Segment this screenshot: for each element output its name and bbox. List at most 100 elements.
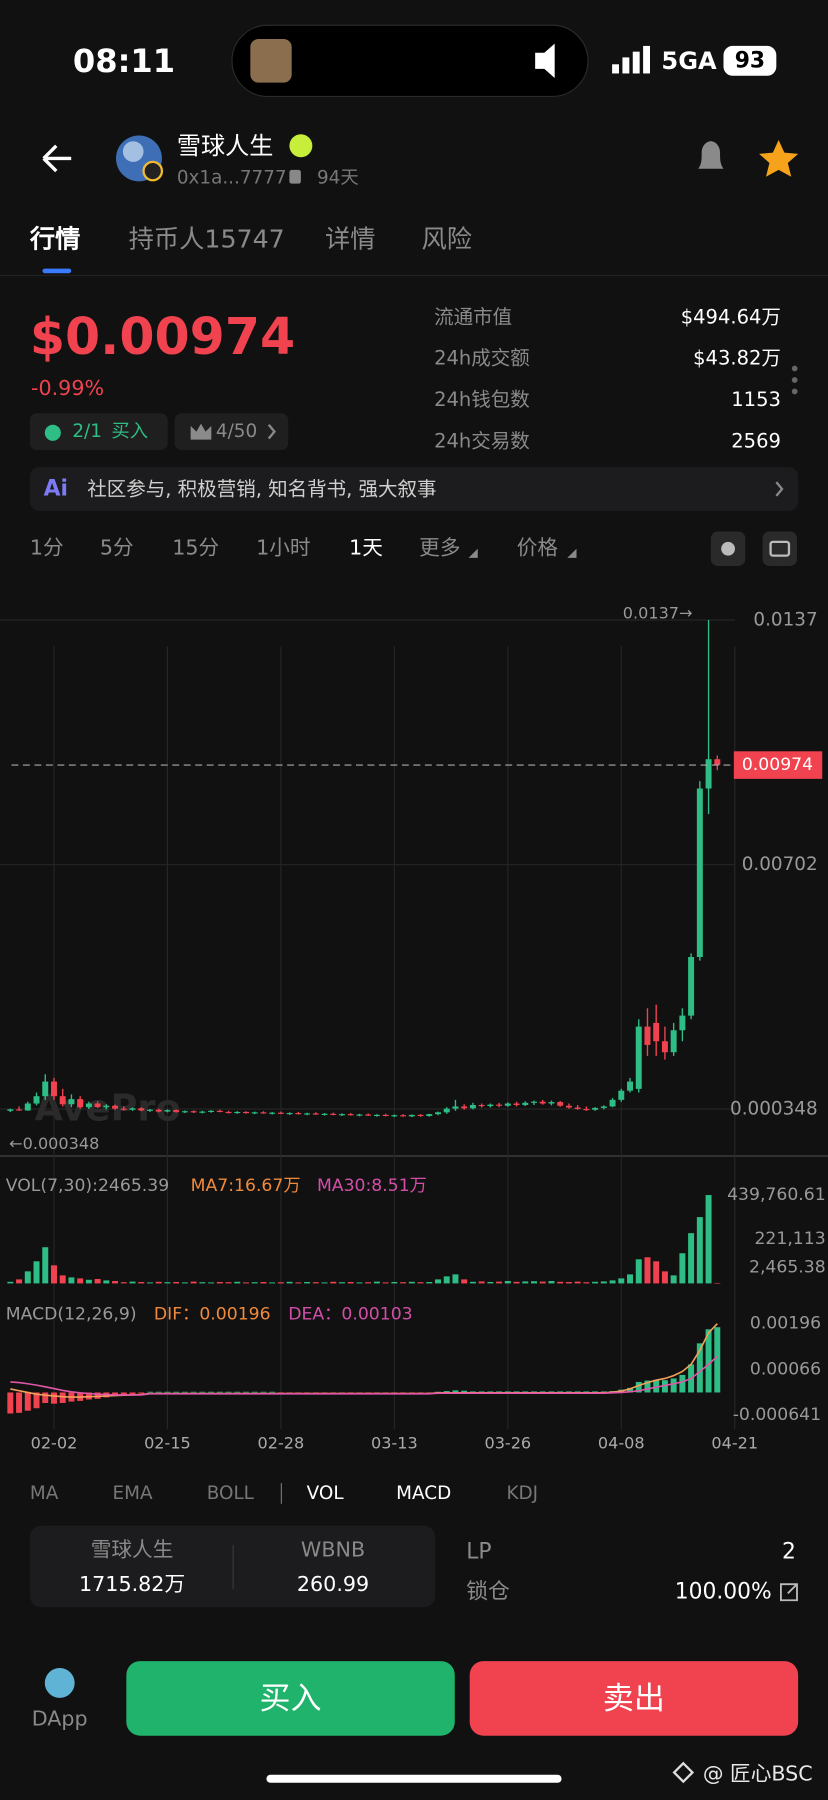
interval-more[interactable]: 更多 (419, 536, 460, 560)
macd-tick-label: -0.000641 (733, 1405, 821, 1425)
candle-body (565, 1105, 572, 1108)
candle-body (199, 1111, 206, 1113)
interval[interactable]: 1小时 (256, 536, 310, 560)
tab[interactable]: 行情 (29, 224, 81, 253)
volume-bar (574, 1281, 581, 1284)
tool-icon (721, 541, 735, 556)
candle-body (181, 1111, 188, 1113)
indicator-tab[interactable]: KDJ (506, 1483, 538, 1504)
x-tick-label: 02-02 (31, 1433, 78, 1452)
y-tick-label: 0.00702 (742, 854, 818, 875)
volume-bar (679, 1253, 686, 1284)
interval-active[interactable]: 1天 (349, 536, 383, 560)
candle-body (592, 1107, 599, 1110)
chart-settings[interactable] (762, 531, 797, 566)
island-thumbnail (250, 39, 292, 83)
buy-ratio: 2/1 (72, 421, 102, 442)
interval[interactable]: 1分 (30, 536, 64, 560)
token-address[interactable]: 0x1a...7777 (177, 167, 287, 188)
tab[interactable]: 持币人15747 (129, 224, 285, 253)
candle-body (382, 1114, 389, 1117)
ai-banner[interactable] (29, 467, 799, 511)
buy-button[interactable] (126, 1661, 455, 1736)
dapp-icon[interactable] (44, 1667, 75, 1698)
macd-bar (487, 1391, 494, 1393)
y-tick-label: 0.0137 (753, 610, 817, 631)
volume-bar (487, 1282, 494, 1284)
indicator-tab[interactable]: MA (30, 1483, 59, 1504)
candle-body (312, 1113, 319, 1115)
interval[interactable]: 5分 (100, 536, 134, 560)
y-tick-label: 0.000348 (730, 1099, 818, 1120)
macd-bar (592, 1391, 599, 1393)
volume-bar (120, 1282, 127, 1284)
more-dots[interactable] (791, 365, 798, 395)
candle-body (347, 1114, 354, 1116)
tab-indicator (42, 268, 72, 274)
candle-body (225, 1111, 232, 1114)
candle-body (539, 1101, 546, 1104)
volume-bar (225, 1282, 232, 1284)
volume-bar (618, 1278, 625, 1284)
candle-body (670, 1030, 677, 1053)
candle-body (408, 1114, 415, 1117)
candle-body (644, 1026, 651, 1045)
stat-value: 1153 (731, 388, 781, 411)
volume-bar (408, 1281, 415, 1284)
macd-bar (155, 1391, 162, 1393)
volume-bar (426, 1282, 433, 1284)
indicator-tab[interactable]: BOLL (207, 1483, 255, 1504)
dapp-label[interactable]: DApp (32, 1706, 88, 1730)
candle-body (653, 1022, 660, 1042)
favorite-icon[interactable] (759, 140, 799, 177)
candle-body (469, 1104, 476, 1109)
macd-bar (7, 1392, 14, 1414)
copy-icon[interactable] (289, 169, 301, 184)
candle-body (243, 1111, 249, 1114)
candle-body (435, 1112, 441, 1115)
verified-badge (289, 134, 313, 158)
price-mode[interactable]: 价格 (517, 536, 559, 560)
indicator-tab-active[interactable]: MACD (396, 1483, 451, 1504)
tab[interactable]: 详情 (325, 224, 376, 253)
candle-body (286, 1113, 293, 1115)
macd-bar (33, 1392, 40, 1409)
volume-bar (653, 1261, 660, 1284)
external-link[interactable] (779, 1583, 798, 1602)
macd-bar (679, 1374, 686, 1393)
back-button[interactable] (42, 144, 72, 173)
candle-body (609, 1099, 616, 1107)
stat-value: $494.64万 (681, 305, 781, 328)
macd-bar (583, 1391, 590, 1393)
buy-text: 买入 (260, 1681, 322, 1717)
indicator-tab-active[interactable]: VOL (307, 1483, 345, 1504)
candle-body (190, 1111, 197, 1113)
macd-bar (138, 1392, 145, 1394)
candle-body (443, 1108, 450, 1113)
volume-bar (661, 1271, 668, 1284)
min-marker: ←0.000348 (9, 1134, 99, 1153)
volume-bar (16, 1279, 23, 1284)
buy-badge[interactable] (29, 413, 168, 450)
candle-body (557, 1102, 564, 1106)
macd-bar (251, 1391, 258, 1393)
alert-icon[interactable] (698, 141, 724, 169)
chevron (775, 481, 784, 497)
rank-badge[interactable] (174, 413, 289, 450)
volume-bar (635, 1259, 642, 1284)
volume-bar (522, 1281, 529, 1284)
volume-ma30: MA30:8.51万 (317, 1176, 427, 1196)
macd-bar (146, 1391, 153, 1393)
candle-body (120, 1108, 127, 1110)
candle-body (16, 1109, 23, 1111)
interval[interactable]: 15分 (172, 536, 219, 560)
buy-label: 买入 (111, 421, 148, 442)
tab[interactable]: 风险 (421, 224, 472, 253)
volume-label: VOL(7,30):2465.39 (6, 1176, 169, 1196)
volume-bar (181, 1282, 188, 1284)
battery (723, 45, 777, 76)
macd-bar (225, 1391, 232, 1393)
indicator-tab[interactable]: EMA (113, 1483, 153, 1504)
macd-bar (443, 1391, 450, 1393)
sell-button[interactable] (469, 1661, 799, 1736)
